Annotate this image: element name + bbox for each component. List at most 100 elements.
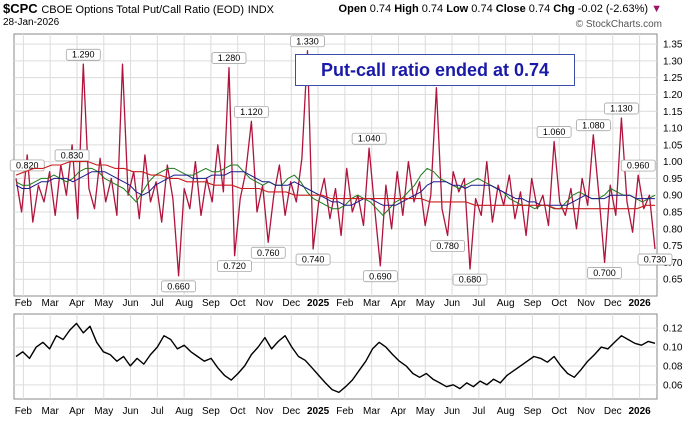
x-tick-label: Jul bbox=[472, 298, 485, 309]
y-tick-label: 0.65 bbox=[663, 275, 683, 286]
x-tick-label: Feb bbox=[336, 298, 354, 309]
y-tick-label: 1.30 bbox=[663, 56, 683, 67]
x-tick-label: Jul bbox=[472, 406, 485, 417]
x-tick-label: Sep bbox=[202, 298, 220, 309]
x-tick-label: Nov bbox=[577, 406, 595, 417]
x-tick-label: Feb bbox=[15, 298, 33, 309]
x-tick-label: May bbox=[416, 298, 435, 309]
x-tick-label: Jul bbox=[151, 298, 164, 309]
y-tick-label: 0.80 bbox=[663, 224, 683, 235]
x-tick-label: May bbox=[94, 406, 113, 417]
y-tick-label: 1.35 bbox=[663, 40, 683, 51]
chg-label: Chg bbox=[553, 3, 575, 15]
x-tick-label: Mar bbox=[363, 406, 381, 417]
x-tick-label: 2026 bbox=[628, 298, 651, 309]
data-label-box bbox=[587, 267, 622, 279]
data-label: 0.780 bbox=[436, 241, 459, 251]
chg-value: -0.02 (-2.63%) bbox=[577, 3, 649, 15]
data-label-box bbox=[65, 48, 101, 61]
ohlc-readout: Open 0.74 High 0.74 Low 0.74 Close 0.74 … bbox=[339, 3, 662, 15]
exchange: INDX bbox=[247, 4, 274, 16]
close-label: Close bbox=[495, 3, 526, 15]
y-tick-label: 0.90 bbox=[663, 191, 683, 202]
x-tick-label: Apr bbox=[69, 298, 85, 309]
x-tick-label: Apr bbox=[391, 406, 407, 417]
data-label: 0.690 bbox=[369, 271, 392, 281]
x-tick-label: Apr bbox=[391, 298, 407, 309]
data-label: 0.700 bbox=[593, 268, 616, 278]
x-tick-label: Aug bbox=[175, 298, 193, 309]
data-label-box bbox=[295, 253, 331, 266]
data-label-box bbox=[620, 159, 656, 172]
x-tick-label: Jun bbox=[122, 298, 138, 309]
data-label-box bbox=[637, 253, 673, 266]
data-label: 1.280 bbox=[218, 53, 241, 63]
watermark: © StockCharts.com bbox=[575, 19, 662, 30]
x-tick-label: Mar bbox=[42, 406, 60, 417]
y-tick-label: 0.85 bbox=[663, 208, 683, 219]
high-value: 0.74 bbox=[421, 3, 444, 15]
x-tick-label: Apr bbox=[69, 406, 85, 417]
x-tick-label: Oct bbox=[551, 406, 567, 417]
x-tick-label: Sep bbox=[524, 406, 542, 417]
x-tick-label: Feb bbox=[15, 406, 33, 417]
x-tick-label: 2025 bbox=[307, 406, 330, 417]
y-tick-label: 0.06 bbox=[663, 380, 683, 391]
data-label: 0.960 bbox=[627, 161, 650, 171]
x-tick-label: Jun bbox=[444, 406, 460, 417]
data-label-box bbox=[54, 149, 90, 162]
x-tick-label: Dec bbox=[604, 298, 622, 309]
data-label-box bbox=[211, 52, 247, 64]
data-label-box bbox=[575, 119, 611, 132]
x-tick-label: Oct bbox=[551, 298, 567, 309]
x-tick-label: Sep bbox=[202, 406, 220, 417]
data-label-box bbox=[536, 126, 572, 138]
x-tick-label: Sep bbox=[524, 298, 542, 309]
data-label-box bbox=[290, 35, 325, 48]
symbol: $CPC bbox=[3, 1, 38, 16]
low-label: Low bbox=[446, 3, 469, 15]
x-tick-label: Dec bbox=[282, 406, 300, 417]
data-label-box bbox=[250, 246, 286, 259]
ma-long-line bbox=[15, 161, 655, 210]
data-label-box bbox=[161, 280, 196, 293]
data-label-box bbox=[430, 240, 465, 252]
y-tick-label: 0.08 bbox=[663, 361, 683, 372]
x-tick-label: 2026 bbox=[628, 406, 651, 417]
y-tick-label: 1.25 bbox=[663, 73, 683, 84]
data-label: 1.080 bbox=[582, 120, 605, 130]
data-label: 0.820 bbox=[16, 160, 39, 170]
x-tick-label: 2025 bbox=[307, 298, 330, 309]
x-tick-label: Jul bbox=[151, 406, 164, 417]
x-tick-label: Nov bbox=[577, 298, 595, 309]
data-label: 0.720 bbox=[223, 261, 246, 271]
data-label: 1.120 bbox=[240, 107, 263, 117]
x-tick-label: Aug bbox=[175, 406, 193, 417]
callout-box: Put-call ratio ended at 0.74 bbox=[295, 54, 575, 86]
price-line bbox=[15, 50, 656, 277]
x-tick-label: Dec bbox=[604, 406, 622, 417]
symbol-description: CBOE Options Total Put/Call Ratio (EOD) bbox=[41, 4, 245, 16]
y-tick-label: 1.20 bbox=[663, 90, 683, 101]
x-tick-label: Mar bbox=[42, 298, 60, 309]
x-tick-label: Aug bbox=[497, 406, 515, 417]
open-value: 0.74 bbox=[369, 3, 392, 15]
y-tick-label: 0.75 bbox=[663, 241, 683, 252]
x-tick-label: Jun bbox=[444, 298, 460, 309]
data-label: 0.660 bbox=[167, 281, 190, 291]
data-label-box bbox=[362, 270, 398, 283]
y-tick-label: 0.95 bbox=[663, 174, 683, 185]
y-tick-label: 0.12 bbox=[663, 324, 683, 335]
y-tick-label: 0.70 bbox=[663, 258, 683, 269]
y-tick-label: 1.10 bbox=[663, 124, 683, 135]
data-label: 1.330 bbox=[296, 36, 319, 46]
y-tick-label: 1.00 bbox=[663, 157, 683, 168]
x-tick-label: Oct bbox=[230, 406, 246, 417]
scroll-arrow-icon[interactable]: ▼ bbox=[651, 3, 662, 15]
x-tick-label: Mar bbox=[363, 298, 381, 309]
close-value: 0.74 bbox=[528, 3, 551, 15]
data-label: 0.740 bbox=[302, 254, 325, 264]
x-tick-label: Oct bbox=[230, 298, 246, 309]
data-label-box bbox=[604, 102, 639, 115]
panel-lower-frame bbox=[13, 313, 658, 400]
